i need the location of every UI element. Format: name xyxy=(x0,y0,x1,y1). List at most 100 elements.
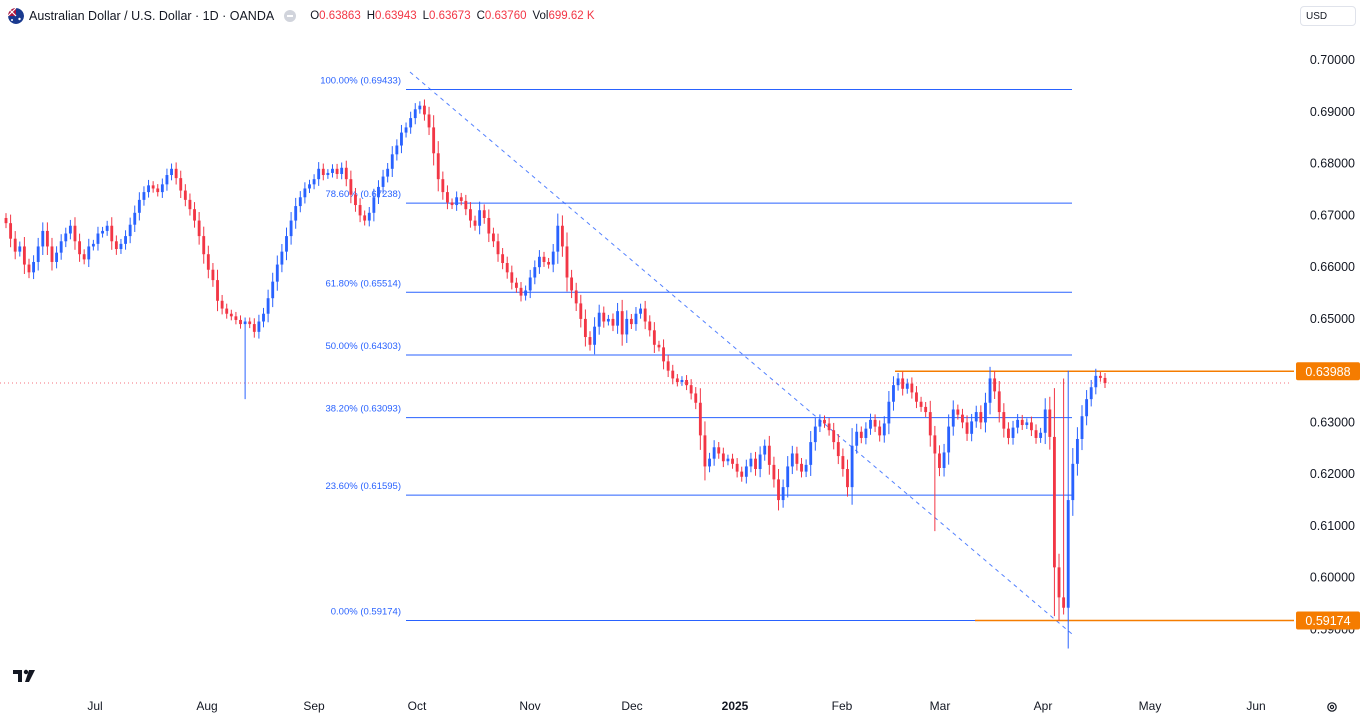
candle-body xyxy=(560,225,564,247)
candle-body xyxy=(464,200,468,210)
price-tick-label: 0.67000 xyxy=(1310,208,1355,222)
candle-body xyxy=(1075,438,1079,464)
fibonacci-retracement[interactable]: 100.00% (0.69433) 78.60% (0.67238) 61.80% … xyxy=(320,75,1072,621)
candle-body xyxy=(321,168,325,176)
candle-body xyxy=(1011,427,1015,438)
candle-body xyxy=(358,205,362,216)
candle-body xyxy=(887,401,891,424)
candle-body xyxy=(87,246,91,260)
candle-body xyxy=(50,246,54,262)
candle-body xyxy=(289,220,293,237)
fib-level-label: 50.00% (0.64303) xyxy=(325,341,401,352)
candle-body xyxy=(317,168,321,180)
candle-body xyxy=(643,308,647,322)
candle-body xyxy=(1016,419,1020,428)
candle-body xyxy=(372,197,376,213)
price-badges: 0.63988 0.59174 xyxy=(1296,362,1360,630)
price-tick-label: 0.66000 xyxy=(1310,260,1355,274)
candle-body xyxy=(225,308,229,314)
candle-body xyxy=(625,318,629,335)
tradingview-logo[interactable] xyxy=(12,668,38,684)
candle-body xyxy=(827,423,831,431)
price-tick-label: 0.62000 xyxy=(1310,467,1355,481)
candle-body xyxy=(349,179,353,195)
candle-body xyxy=(919,401,923,407)
candle-body xyxy=(413,109,417,119)
candle-body xyxy=(735,463,739,472)
candle-body xyxy=(855,431,859,446)
candle-body xyxy=(423,105,426,115)
candle-body xyxy=(1007,428,1010,438)
candle-body xyxy=(841,456,845,470)
candle-body xyxy=(1043,409,1047,433)
candle-body xyxy=(335,168,339,174)
candle-body xyxy=(142,192,146,200)
candle-body xyxy=(556,225,560,252)
candle-body xyxy=(864,428,868,438)
time-axis[interactable]: Jul Aug Sep Oct Nov Dec 2025 Feb Mar Apr May Jun xyxy=(87,699,1265,713)
candle-body xyxy=(110,225,114,242)
candle-body xyxy=(271,281,275,299)
candle-body xyxy=(933,435,937,454)
candle-body xyxy=(147,185,150,193)
candle-body xyxy=(620,311,624,335)
gear-icon[interactable] xyxy=(1326,700,1338,712)
candle-body xyxy=(740,471,744,477)
candle-body xyxy=(910,383,914,393)
candle-body xyxy=(611,318,615,326)
candle-body xyxy=(680,379,684,383)
candle-body xyxy=(846,469,849,488)
candle-body xyxy=(593,326,597,345)
ohlc-close-value: 0.63760 xyxy=(484,10,527,22)
currency-selector[interactable]: USD xyxy=(1300,6,1356,26)
candle-body xyxy=(386,168,390,177)
candle-body xyxy=(758,454,762,470)
candle-body xyxy=(675,378,679,383)
candle-body xyxy=(602,312,606,322)
fib-trend-dashed-line xyxy=(409,71,1073,635)
chart-header: Australian Dollar / U.S. Dollar · 1D · O… xyxy=(0,0,1290,32)
candle-body xyxy=(878,426,882,436)
candle-body xyxy=(657,344,661,348)
candle-body xyxy=(1094,375,1098,388)
candle-body xyxy=(78,241,81,255)
candle-body xyxy=(183,190,187,200)
candle-body xyxy=(901,378,905,389)
candle-body xyxy=(823,419,826,424)
candle-body xyxy=(942,452,946,468)
candle-body xyxy=(1002,412,1006,429)
symbol-title[interactable]: Australian Dollar / U.S. Dollar · 1D · O… xyxy=(29,9,275,23)
candle-body xyxy=(924,406,928,413)
candle-body xyxy=(882,423,886,436)
candles xyxy=(4,99,1107,649)
price-badge-label: 0.63988 xyxy=(1305,365,1350,379)
candle-body xyxy=(243,321,247,325)
candle-body xyxy=(377,186,380,198)
candle-body xyxy=(455,197,459,206)
candle-body xyxy=(616,311,620,326)
candle-body xyxy=(400,132,403,146)
candle-body xyxy=(993,378,997,392)
candle-body xyxy=(262,313,265,322)
candle-body xyxy=(137,199,141,213)
candle-body xyxy=(510,272,514,283)
price-badge-bg xyxy=(1296,611,1360,630)
candle-body xyxy=(170,168,173,176)
candle-body xyxy=(418,105,422,110)
candle-body xyxy=(197,220,201,237)
candle-body xyxy=(662,347,665,362)
candle-body xyxy=(303,188,307,198)
candle-body xyxy=(354,194,357,206)
candle-body xyxy=(487,217,491,234)
candle-body xyxy=(491,233,495,242)
candle-body xyxy=(786,466,790,488)
price-axis[interactable]: 0.70000 0.69000 0.68000 0.67000 0.66000 0.650… xyxy=(1310,53,1355,636)
candle-body xyxy=(915,392,918,402)
collapse-legend-icon[interactable] xyxy=(284,10,297,22)
candle-body xyxy=(239,319,242,325)
candle-body xyxy=(795,453,799,464)
candle-body xyxy=(772,464,776,480)
candle-body xyxy=(367,212,371,221)
candle-body xyxy=(32,261,36,273)
